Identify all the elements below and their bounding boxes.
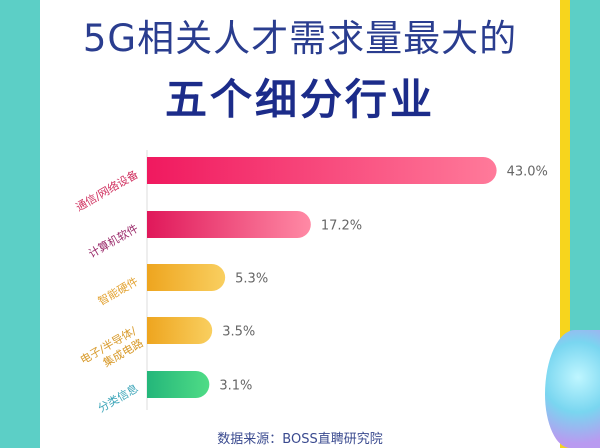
data-label: 3.1% <box>219 379 252 394</box>
bar <box>147 157 497 184</box>
chart-title: 5G相关人才需求量最大的 <box>82 17 518 60</box>
decorative-blob <box>545 330 600 448</box>
category-label: 智能硬件 <box>95 274 140 308</box>
category-label: 计算机软件 <box>86 221 141 261</box>
category-label: 通信/网络设备 <box>73 167 140 214</box>
category-label: 电子/半导体/集成电路 <box>77 323 145 379</box>
data-label: 17.2% <box>321 219 362 234</box>
bar <box>147 264 226 291</box>
yellow-border <box>560 0 570 448</box>
data-label: 5.3% <box>235 272 268 287</box>
bar <box>147 317 213 344</box>
bar <box>147 371 210 398</box>
data-source: 数据来源：BOSS直聘研究院 <box>217 432 383 447</box>
chart-subtitle: 五个细分行业 <box>164 75 435 124</box>
bar <box>147 211 311 238</box>
category-label: 分类信息 <box>95 381 140 415</box>
data-label: 3.5% <box>222 325 255 340</box>
data-label: 43.0% <box>507 165 548 180</box>
